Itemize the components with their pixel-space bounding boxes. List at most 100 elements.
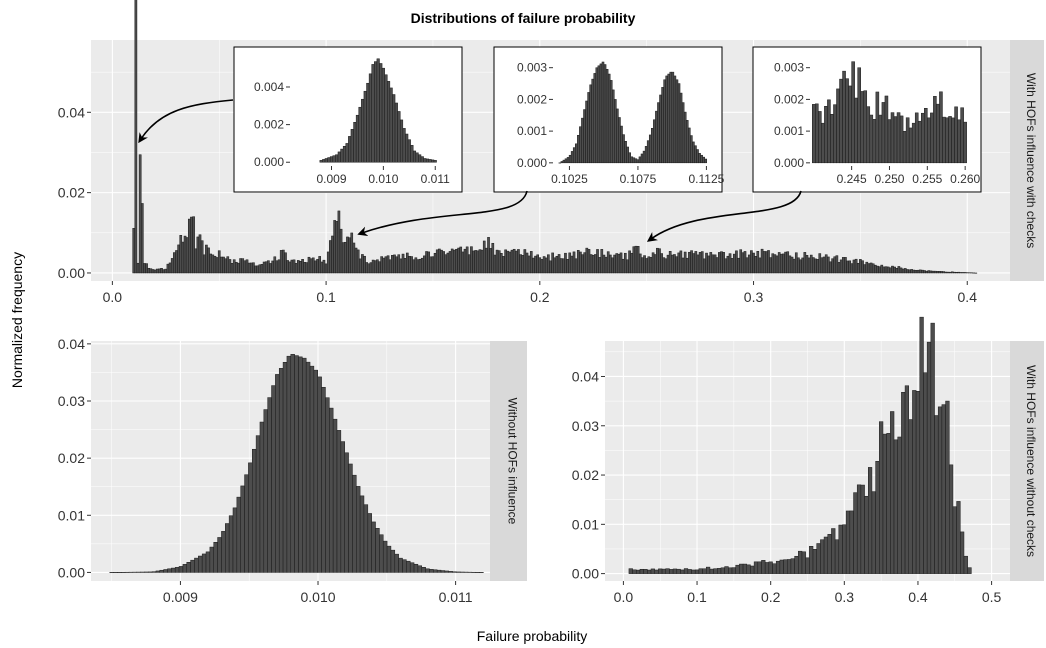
histogram-bar xyxy=(605,69,609,164)
histogram-bar xyxy=(679,92,683,164)
histogram-bar xyxy=(566,259,569,274)
histogram-bar xyxy=(420,156,424,163)
histogram-bar xyxy=(324,158,328,163)
histogram-bar xyxy=(187,218,191,274)
histogram-bar xyxy=(527,255,531,274)
histogram-bar xyxy=(352,242,356,274)
x-tick-label: 0.1075 xyxy=(620,172,657,186)
histogram-bar xyxy=(574,258,578,274)
histogram-bar xyxy=(942,116,946,164)
histogram-bar xyxy=(919,316,924,574)
histogram-bar xyxy=(897,266,901,274)
histogram-bar xyxy=(540,259,544,274)
histogram-bar xyxy=(335,154,339,163)
histogram-bar xyxy=(417,565,423,573)
x-tick-label: 0.3 xyxy=(835,589,855,605)
histogram-bar xyxy=(474,250,478,274)
histogram-bar xyxy=(408,255,411,274)
histogram-bar xyxy=(211,254,215,274)
histogram-bar xyxy=(628,250,631,274)
histogram-bar xyxy=(956,501,961,574)
histogram-bar xyxy=(572,251,576,274)
histogram-bar xyxy=(271,385,276,573)
histogram-bar xyxy=(923,372,928,574)
histogram-bar xyxy=(604,256,608,274)
histogram-bar xyxy=(628,152,631,164)
histogram-bar xyxy=(798,550,803,574)
histogram-bar xyxy=(617,253,621,274)
inset-3-y-axis: 0.000 0.001 0.002 0.003 xyxy=(774,61,810,170)
histogram-bar xyxy=(178,566,184,573)
histogram-bar xyxy=(764,562,770,574)
histogram-bar xyxy=(402,128,406,163)
histogram-bar xyxy=(267,397,272,573)
histogram-bar xyxy=(728,567,733,574)
histogram-bar xyxy=(679,250,683,274)
histogram-bar xyxy=(399,119,404,163)
inset-1: 0.000 0.002 0.004 0.009 0.010 0.011 xyxy=(233,46,463,193)
histogram-bar xyxy=(170,258,174,274)
panel-top-y-axis: 0.00 0.02 0.04 xyxy=(58,104,91,281)
histogram-bar xyxy=(936,271,939,274)
histogram-bar xyxy=(706,566,711,574)
histogram-bar xyxy=(438,248,441,274)
histogram-bar xyxy=(433,252,437,274)
histogram-bar xyxy=(394,553,399,573)
histogram-bar xyxy=(215,257,219,274)
histogram-bar xyxy=(425,568,430,573)
histogram-bar xyxy=(850,263,854,274)
histogram-bar xyxy=(346,236,349,274)
histogram-bar xyxy=(278,368,284,573)
histogram-bar xyxy=(878,266,881,274)
histogram-bar xyxy=(570,151,574,164)
histogram-bar xyxy=(908,127,913,164)
histogram-bar xyxy=(591,254,595,274)
histogram-bar xyxy=(809,254,813,274)
histogram-bar xyxy=(190,559,195,573)
histogram-bar xyxy=(448,571,453,573)
histogram-bar xyxy=(757,561,762,574)
histogram-bar xyxy=(833,256,837,274)
histogram-bar xyxy=(963,121,967,164)
histogram-bar xyxy=(606,251,610,274)
histogram-bar xyxy=(252,262,255,274)
histogram-bar xyxy=(872,119,877,164)
histogram-bar xyxy=(465,246,469,274)
histogram-bar xyxy=(585,247,589,274)
histogram-bar xyxy=(644,146,648,164)
y-tick-label: 0.000 xyxy=(254,155,284,169)
panel-top-strip-label: With HOFs influence with checks xyxy=(1024,73,1038,248)
panel-top-strip xyxy=(1010,40,1044,281)
histogram-bar xyxy=(547,254,550,274)
histogram-bar xyxy=(220,256,223,274)
histogram-bar xyxy=(967,567,972,574)
histogram-bar xyxy=(394,102,398,163)
histogram-bar xyxy=(502,256,505,274)
histogram-bar xyxy=(429,569,434,573)
histogram-bar xyxy=(294,355,299,573)
histogram-bar xyxy=(245,259,249,274)
y-tick-label: 0.002 xyxy=(517,92,547,106)
panel-bottom-left: 0.00 0.01 0.02 0.03 0.04 0.009 0.010 0.011 Wit… xyxy=(58,336,527,605)
histogram-bar xyxy=(329,407,334,573)
histogram-bar xyxy=(797,257,800,274)
y-tick-label: 0.02 xyxy=(572,467,599,483)
histogram-bar xyxy=(905,117,910,164)
histogram-bar xyxy=(914,112,919,164)
histogram-bar xyxy=(960,531,965,574)
histogram-bar xyxy=(200,240,204,274)
histogram-bar xyxy=(367,263,371,274)
histogram-bar xyxy=(356,249,360,274)
histogram-bar xyxy=(899,115,904,164)
histogram-bar xyxy=(948,271,952,274)
histogram-bar xyxy=(292,259,296,274)
histogram-bar xyxy=(634,245,638,274)
histogram-bar xyxy=(371,521,376,573)
histogram-bar xyxy=(273,256,277,274)
histogram-bar xyxy=(452,571,457,573)
histogram-bar xyxy=(660,253,663,274)
histogram-bar xyxy=(649,257,653,274)
histogram-bar xyxy=(153,269,157,274)
histogram-bar xyxy=(405,252,409,274)
histogram-bar xyxy=(715,257,719,274)
